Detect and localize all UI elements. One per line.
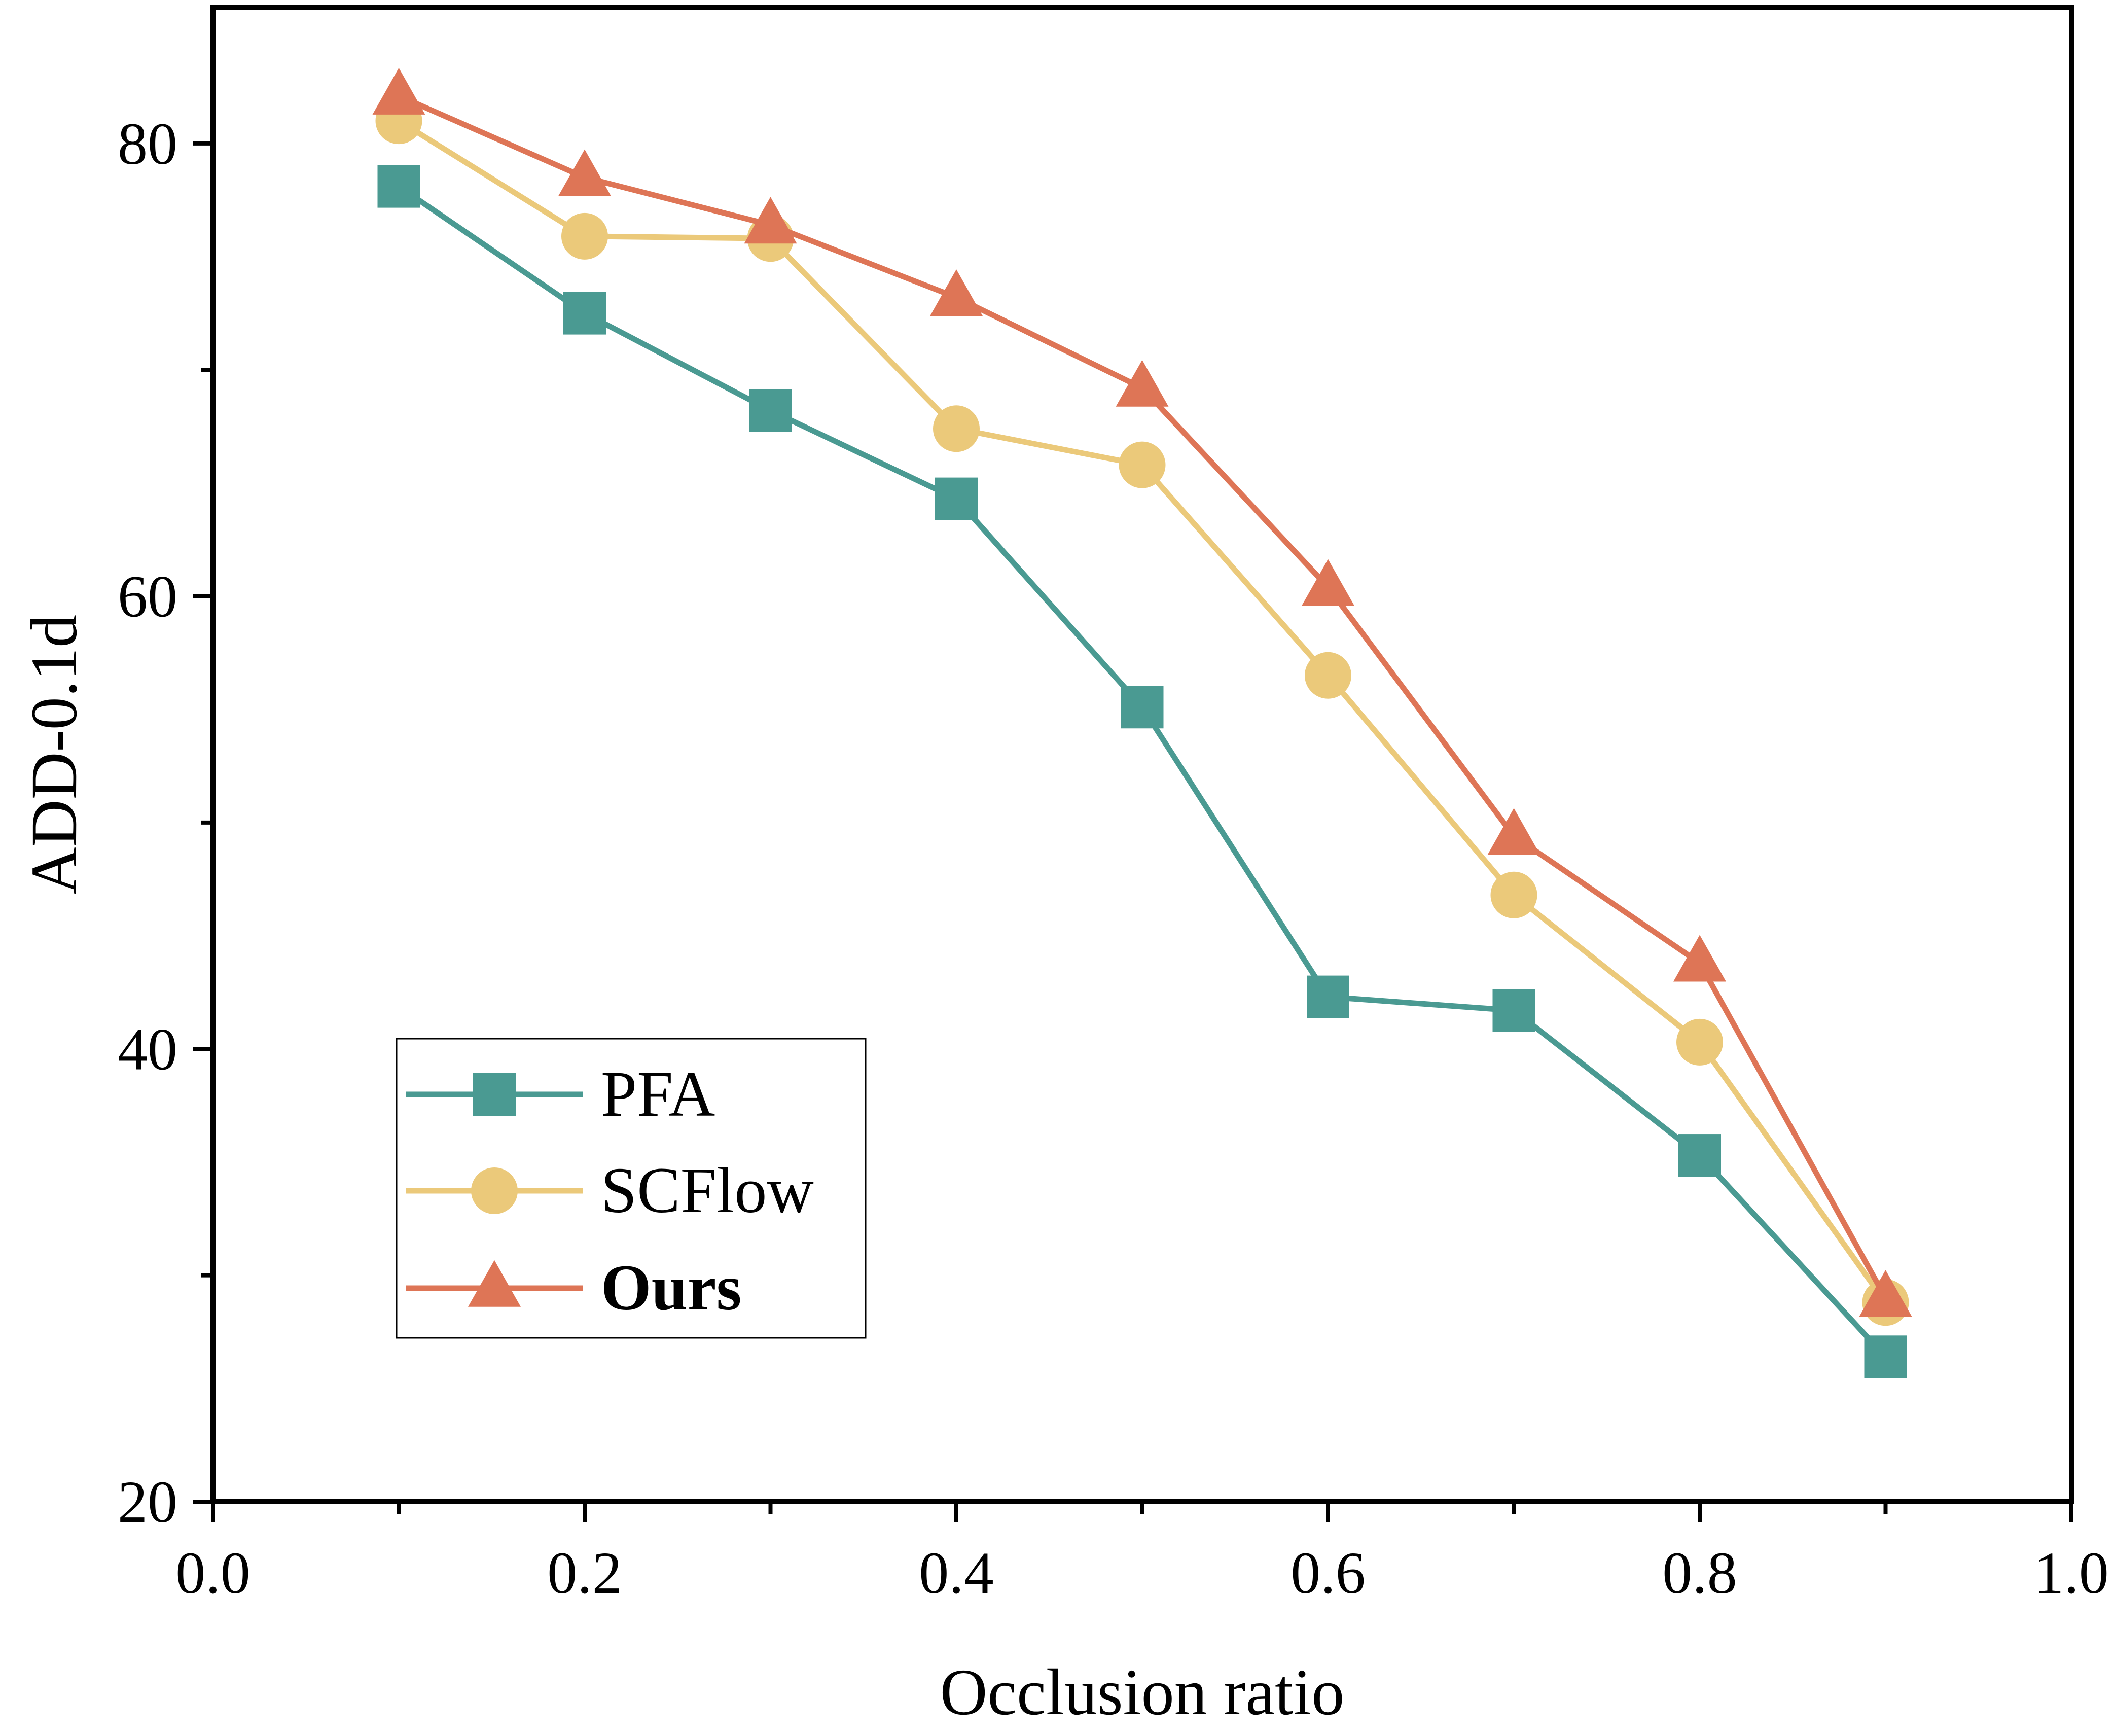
x-tick-label: 0.4 (919, 1540, 994, 1606)
data-point (1305, 652, 1351, 699)
data-point (1673, 935, 1726, 982)
data-point (561, 212, 608, 260)
legend-swatch-marker (471, 1167, 518, 1214)
data-point (1307, 975, 1349, 1018)
legend: PFA SCFlow Ours (396, 1038, 867, 1339)
data-point (1490, 871, 1537, 918)
data-point (1678, 1134, 1721, 1177)
legend-label: PFA (601, 1058, 715, 1130)
x-axis-title: Occlusion ratio (940, 1656, 1345, 1729)
data-point (558, 149, 611, 196)
data-point (930, 269, 983, 316)
data-point (1487, 808, 1540, 855)
legend-swatch-marker (468, 1260, 521, 1307)
data-point (1302, 559, 1354, 606)
x-tick-label: 0.8 (1662, 1540, 1737, 1606)
data-point (935, 477, 978, 520)
data-point (1119, 441, 1166, 488)
series-ours (372, 67, 1912, 1317)
data-point (744, 197, 797, 244)
series-scflow (375, 97, 1909, 1326)
axes-layer: 0.0 0.2 0.4 0.6 0.8 1.0 20 40 60 80 (118, 111, 2109, 1606)
legend-label: SCFlow (601, 1154, 814, 1226)
y-axis-title: ADD-0.1d (18, 615, 91, 895)
data-point (1121, 686, 1164, 729)
y-tick-label: 20 (118, 1469, 177, 1535)
data-point (1864, 1335, 1907, 1378)
y-tick-label: 60 (118, 563, 177, 630)
data-point (563, 292, 606, 335)
data-point (1676, 1018, 1723, 1066)
data-point (1492, 989, 1535, 1032)
x-tick-label: 0.6 (1290, 1540, 1366, 1606)
x-tick-label: 0.0 (175, 1540, 250, 1606)
data-point (1116, 360, 1169, 407)
legend-label: Ours (601, 1252, 741, 1324)
legend-swatch-marker (473, 1073, 516, 1116)
data-point (749, 389, 792, 432)
data-point (1859, 1270, 1912, 1317)
y-tick-label: 80 (118, 111, 177, 177)
data-point (377, 165, 420, 208)
data-point (372, 67, 425, 115)
data-point (933, 405, 980, 452)
x-tick-label: 1.0 (2034, 1540, 2109, 1606)
x-tick-label: 0.2 (547, 1540, 622, 1606)
y-tick-label: 40 (118, 1016, 177, 1082)
series-pfa (377, 165, 1907, 1378)
series-layer (372, 67, 1912, 1378)
